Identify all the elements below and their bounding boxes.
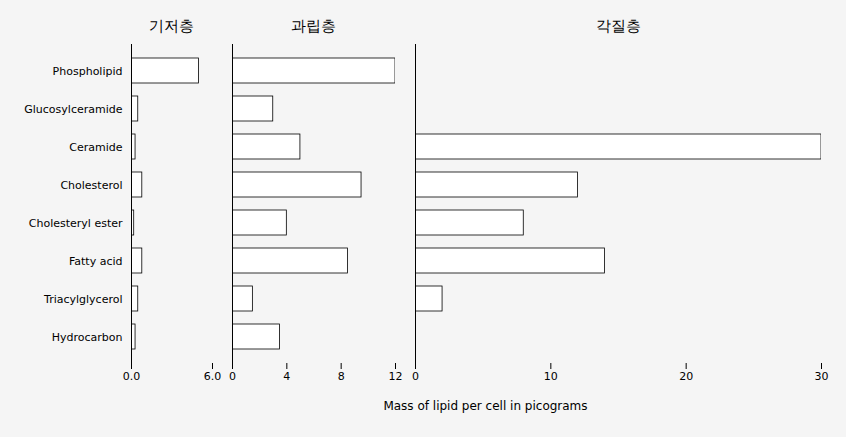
html-text:기저층: 기저층 xyxy=(149,17,194,35)
svg-text:0.0: 0.0 xyxy=(123,370,141,383)
svg-text:4: 4 xyxy=(283,370,290,383)
svg-text:Hydrocarbon: Hydrocarbon xyxy=(52,331,123,344)
svg-text:12: 12 xyxy=(389,370,403,383)
html-text:각질층: 각질층 xyxy=(595,17,641,35)
svg-text:Cholesteryl ester: Cholesteryl ester xyxy=(29,217,123,230)
svg-text:Ceramide: Ceramide xyxy=(69,141,122,154)
svg-text:0: 0 xyxy=(229,370,236,383)
html-text:과립층: 과립층 xyxy=(291,17,336,35)
svg-text:20: 20 xyxy=(679,370,693,383)
svg-text:30: 30 xyxy=(815,370,829,383)
svg-text:10: 10 xyxy=(544,370,558,383)
svg-text:8: 8 xyxy=(338,370,345,383)
svg-text:Fatty acid: Fatty acid xyxy=(69,255,123,268)
svg-text:Phospholipid: Phospholipid xyxy=(53,65,123,78)
svg-text:Triacylglycerol: Triacylglycerol xyxy=(43,293,122,306)
html-text:Mass of lipid per cell in pico: Mass of lipid per cell in picograms xyxy=(383,399,588,413)
svg-text:Cholesterol: Cholesterol xyxy=(60,179,122,192)
svg-text:Glucosylceramide: Glucosylceramide xyxy=(24,103,122,116)
svg-text:0: 0 xyxy=(412,370,419,383)
svg-text:6.0: 6.0 xyxy=(204,370,222,383)
